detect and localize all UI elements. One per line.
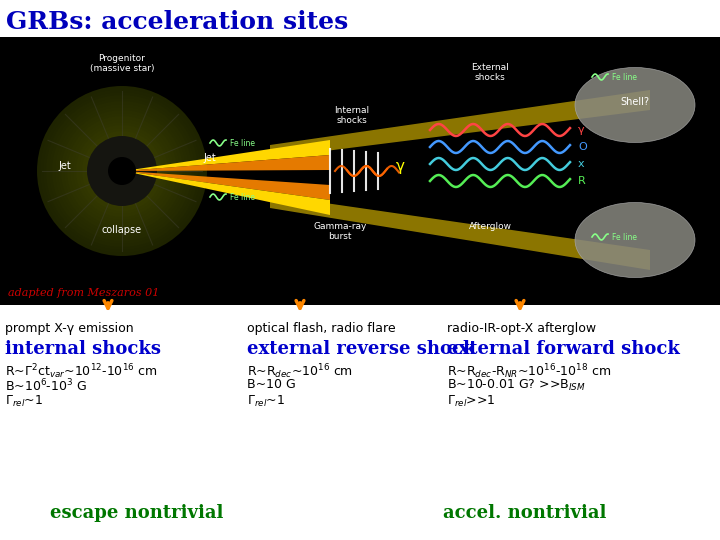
Text: External
shocks: External shocks <box>471 63 509 82</box>
Text: Fe line: Fe line <box>230 192 255 201</box>
Circle shape <box>108 157 136 185</box>
Text: x: x <box>578 159 585 169</box>
Text: external forward shock: external forward shock <box>447 340 680 358</box>
Text: R~R$_{dec}$~10$^{16}$ cm: R~R$_{dec}$~10$^{16}$ cm <box>247 362 353 381</box>
Circle shape <box>40 89 204 253</box>
Circle shape <box>61 110 183 232</box>
Text: internal shocks: internal shocks <box>5 340 161 358</box>
Text: accel. nontrivial: accel. nontrivial <box>444 504 607 522</box>
Circle shape <box>121 170 123 172</box>
Ellipse shape <box>575 202 695 278</box>
Text: GRBs: acceleration sites: GRBs: acceleration sites <box>6 10 348 34</box>
Circle shape <box>94 143 150 199</box>
Text: $\Gamma_{rel}$~1: $\Gamma_{rel}$~1 <box>247 394 285 409</box>
Polygon shape <box>124 155 330 171</box>
Text: adapted from Meszaros 01: adapted from Meszaros 01 <box>8 288 159 298</box>
Circle shape <box>46 95 198 247</box>
Text: B~10 G: B~10 G <box>247 378 296 391</box>
Circle shape <box>88 137 156 205</box>
Text: γ: γ <box>395 159 405 173</box>
Text: Internal
shocks: Internal shocks <box>334 106 369 125</box>
Circle shape <box>49 98 195 244</box>
Circle shape <box>37 86 207 256</box>
Text: $\Gamma_{rel}$~1: $\Gamma_{rel}$~1 <box>5 394 43 409</box>
Text: external reverse shock: external reverse shock <box>247 340 475 358</box>
Circle shape <box>52 101 192 241</box>
Circle shape <box>100 149 144 193</box>
Text: B~10$^6$-10$^3$ G: B~10$^6$-10$^3$ G <box>5 378 87 395</box>
Text: B~10-0.01 G? >>B$_{ISM}$: B~10-0.01 G? >>B$_{ISM}$ <box>447 378 585 393</box>
Circle shape <box>85 134 159 208</box>
Circle shape <box>91 140 153 202</box>
Text: Afterglow: Afterglow <box>469 222 511 231</box>
Polygon shape <box>124 140 330 171</box>
Text: escape nontrivial: escape nontrivial <box>50 504 224 522</box>
Text: radio-IR-opt-X afterglow: radio-IR-opt-X afterglow <box>447 322 596 335</box>
Polygon shape <box>124 171 330 215</box>
Polygon shape <box>270 90 650 158</box>
Circle shape <box>79 128 165 214</box>
Text: $\Gamma_{rel}$>>1: $\Gamma_{rel}$>>1 <box>447 394 495 409</box>
Text: prompt X-γ emission: prompt X-γ emission <box>5 322 134 335</box>
Circle shape <box>97 146 147 196</box>
Text: Progenitor
(massive star): Progenitor (massive star) <box>90 53 154 73</box>
Circle shape <box>64 113 180 229</box>
Circle shape <box>115 164 129 178</box>
Circle shape <box>103 152 141 190</box>
Circle shape <box>82 131 162 211</box>
Circle shape <box>67 116 177 226</box>
Circle shape <box>58 107 186 235</box>
Text: optical flash, radio flare: optical flash, radio flare <box>247 322 395 335</box>
Circle shape <box>118 167 126 175</box>
Text: collapse: collapse <box>102 225 142 235</box>
Circle shape <box>76 125 168 217</box>
Circle shape <box>87 136 157 206</box>
Polygon shape <box>270 195 650 270</box>
Ellipse shape <box>575 68 695 143</box>
Text: R~R$_{dec}$-R$_{NR}$~10$^{16}$-10$^{18}$ cm: R~R$_{dec}$-R$_{NR}$~10$^{16}$-10$^{18}$… <box>447 362 611 381</box>
Text: Fe line: Fe line <box>612 72 637 82</box>
Polygon shape <box>124 171 330 200</box>
Text: Gamma-ray
burst: Gamma-ray burst <box>313 222 366 241</box>
Circle shape <box>109 158 135 184</box>
Text: Fe line: Fe line <box>612 233 637 241</box>
Text: Fe line: Fe line <box>230 138 255 147</box>
Bar <box>0 37 720 305</box>
Circle shape <box>106 155 138 187</box>
Circle shape <box>70 119 174 223</box>
Text: R~$\Gamma^2$ct$_{var}$~10$^{12}$-10$^{16}$ cm: R~$\Gamma^2$ct$_{var}$~10$^{12}$-10$^{16… <box>5 362 158 381</box>
Text: Jet: Jet <box>204 153 217 163</box>
Circle shape <box>55 104 189 238</box>
Text: Jet: Jet <box>58 161 71 171</box>
Text: Waxman 95
Vietri 95: Waxman 95 Vietri 95 <box>642 45 715 73</box>
Text: O: O <box>578 142 587 152</box>
Circle shape <box>43 92 201 250</box>
Text: γ: γ <box>578 125 585 135</box>
Text: Shell?: Shell? <box>621 97 649 107</box>
Circle shape <box>112 161 132 181</box>
Circle shape <box>73 122 171 220</box>
Text: R: R <box>578 176 586 186</box>
